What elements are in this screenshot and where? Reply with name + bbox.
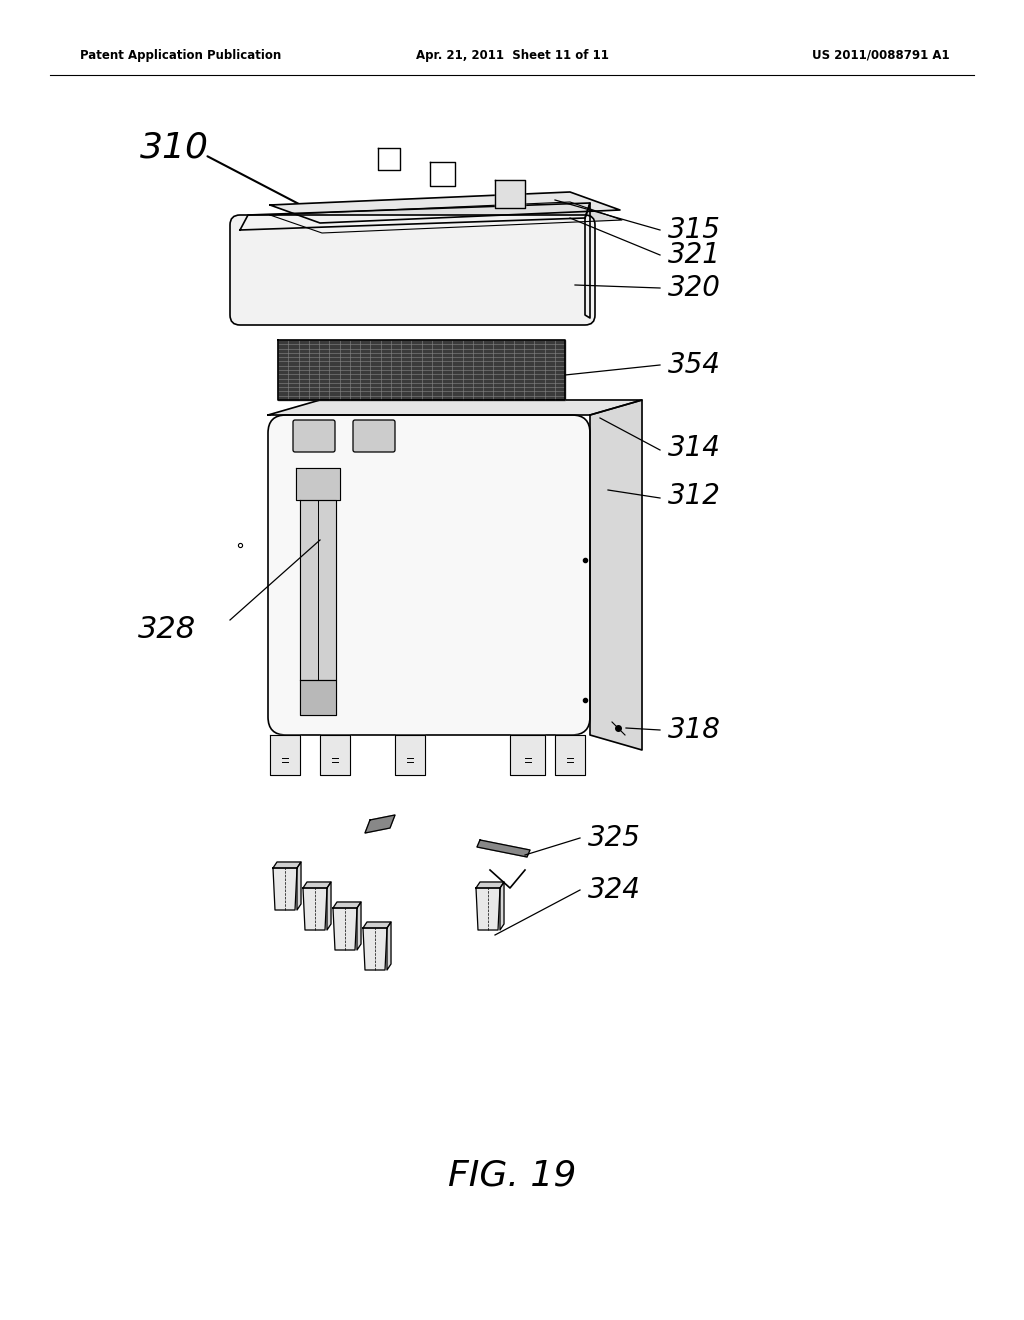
Polygon shape bbox=[327, 882, 331, 931]
Polygon shape bbox=[273, 862, 301, 869]
Polygon shape bbox=[240, 203, 590, 230]
Text: FIG. 19: FIG. 19 bbox=[447, 1158, 577, 1192]
Polygon shape bbox=[357, 902, 361, 950]
Polygon shape bbox=[273, 869, 297, 909]
FancyBboxPatch shape bbox=[293, 420, 335, 451]
Polygon shape bbox=[362, 928, 387, 970]
Polygon shape bbox=[297, 862, 301, 909]
Polygon shape bbox=[270, 735, 300, 775]
Text: 314: 314 bbox=[668, 434, 721, 462]
Text: 318: 318 bbox=[668, 715, 721, 744]
Polygon shape bbox=[387, 921, 391, 970]
Text: 320: 320 bbox=[668, 275, 721, 302]
Text: 310: 310 bbox=[140, 129, 209, 164]
Polygon shape bbox=[270, 191, 620, 223]
Polygon shape bbox=[555, 735, 585, 775]
Polygon shape bbox=[378, 148, 400, 170]
Text: 354: 354 bbox=[668, 351, 721, 379]
Polygon shape bbox=[495, 180, 525, 209]
Polygon shape bbox=[430, 162, 455, 186]
Polygon shape bbox=[333, 908, 357, 950]
Polygon shape bbox=[303, 882, 331, 888]
Text: 321: 321 bbox=[668, 242, 721, 269]
Polygon shape bbox=[477, 840, 530, 857]
Polygon shape bbox=[585, 203, 590, 318]
Polygon shape bbox=[268, 400, 642, 414]
FancyBboxPatch shape bbox=[230, 215, 595, 325]
Polygon shape bbox=[500, 882, 504, 931]
Text: 312: 312 bbox=[668, 482, 721, 510]
Polygon shape bbox=[278, 341, 565, 400]
Text: US 2011/0088791 A1: US 2011/0088791 A1 bbox=[812, 49, 950, 62]
Polygon shape bbox=[395, 735, 425, 775]
FancyBboxPatch shape bbox=[268, 414, 590, 735]
Polygon shape bbox=[300, 500, 336, 680]
Text: Apr. 21, 2011  Sheet 11 of 11: Apr. 21, 2011 Sheet 11 of 11 bbox=[416, 49, 608, 62]
Polygon shape bbox=[333, 902, 361, 908]
Text: 328: 328 bbox=[138, 615, 197, 644]
Polygon shape bbox=[590, 400, 642, 750]
FancyBboxPatch shape bbox=[353, 420, 395, 451]
Polygon shape bbox=[303, 888, 327, 931]
Polygon shape bbox=[476, 888, 500, 931]
Polygon shape bbox=[296, 469, 340, 500]
Polygon shape bbox=[476, 882, 504, 888]
Polygon shape bbox=[362, 921, 391, 928]
Polygon shape bbox=[270, 202, 622, 234]
Polygon shape bbox=[510, 735, 545, 775]
FancyBboxPatch shape bbox=[232, 222, 593, 323]
Text: 325: 325 bbox=[588, 824, 641, 851]
Text: Patent Application Publication: Patent Application Publication bbox=[80, 49, 282, 62]
Polygon shape bbox=[300, 680, 336, 715]
Text: 324: 324 bbox=[588, 876, 641, 904]
Polygon shape bbox=[365, 814, 395, 833]
Polygon shape bbox=[319, 735, 350, 775]
Text: 315: 315 bbox=[668, 216, 721, 244]
